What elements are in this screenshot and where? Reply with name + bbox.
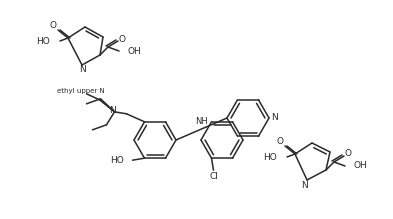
Text: N: N (272, 113, 278, 122)
Text: O: O (345, 150, 351, 159)
Text: O: O (119, 35, 125, 44)
Text: ethyl upper N: ethyl upper N (57, 88, 105, 94)
Text: NH: NH (195, 118, 208, 127)
Text: HO: HO (110, 156, 123, 165)
Text: OH: OH (354, 161, 368, 171)
Text: N: N (109, 106, 116, 115)
Text: Cl: Cl (209, 172, 218, 181)
Text: N: N (301, 180, 309, 189)
Text: HO: HO (36, 37, 50, 46)
Text: O: O (50, 21, 57, 30)
Text: N: N (79, 65, 85, 74)
Text: OH: OH (128, 46, 142, 55)
Text: O: O (277, 138, 283, 147)
Text: HO: HO (263, 154, 277, 162)
